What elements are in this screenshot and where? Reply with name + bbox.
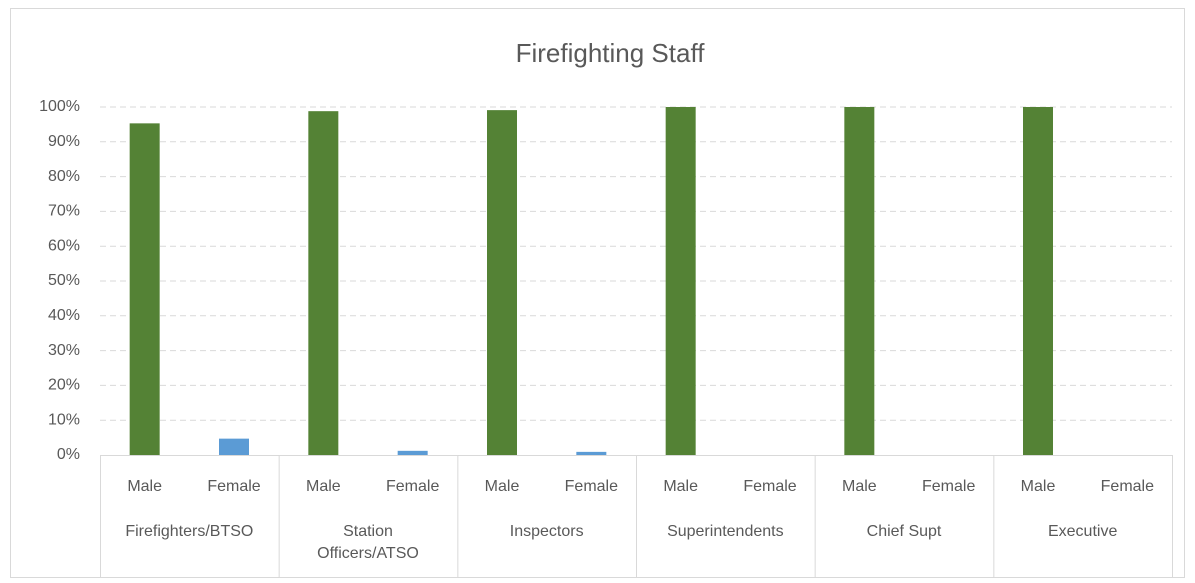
y-tick-label: 10%: [48, 411, 80, 428]
y-tick-label: 70%: [48, 203, 80, 220]
bar: [844, 107, 875, 455]
x-tick-label: Male: [306, 478, 341, 495]
chart-border: [10, 8, 1185, 578]
group-label: Firefighters/BTSO: [125, 523, 254, 540]
bar: [219, 438, 249, 455]
y-tick-label: 60%: [48, 237, 80, 254]
x-tick-label: Female: [565, 478, 618, 495]
y-tick-label: 20%: [48, 377, 80, 394]
x-tick-label: Male: [842, 478, 877, 495]
x-tick-label: Female: [743, 478, 796, 495]
y-tick-label: 40%: [48, 307, 80, 324]
bar: [1023, 107, 1053, 455]
group-label: Superintendents: [667, 523, 784, 540]
chart-title: Firefighting Staff: [516, 38, 706, 68]
group-label: Executive: [1047, 523, 1118, 540]
x-tick-label: Male: [127, 478, 162, 495]
x-tick-label: Male: [1021, 478, 1056, 495]
bar: [576, 451, 607, 455]
y-tick-label: 100%: [39, 98, 80, 115]
x-tick-label: Male: [485, 478, 520, 495]
x-tick-label: Female: [386, 478, 439, 495]
y-tick-label: 90%: [48, 133, 80, 150]
y-tick-label: 50%: [48, 272, 80, 289]
x-tick-label: Female: [1101, 478, 1154, 495]
bar: [129, 123, 160, 455]
y-tick-label: 0%: [57, 446, 80, 463]
x-tick-label: Female: [922, 478, 975, 495]
y-tick-label: 30%: [48, 342, 80, 359]
bar: [397, 450, 428, 455]
bar: [665, 107, 696, 455]
bar: [487, 110, 517, 455]
group-label: Inspectors: [509, 523, 584, 540]
group-label: Chief Supt: [866, 523, 942, 540]
bar: [308, 111, 339, 456]
x-tick-label: Female: [207, 478, 260, 495]
x-tick-label: Male: [663, 478, 698, 495]
y-tick-label: 80%: [48, 168, 80, 185]
group-label: Station Officers/ATSO: [317, 523, 419, 562]
